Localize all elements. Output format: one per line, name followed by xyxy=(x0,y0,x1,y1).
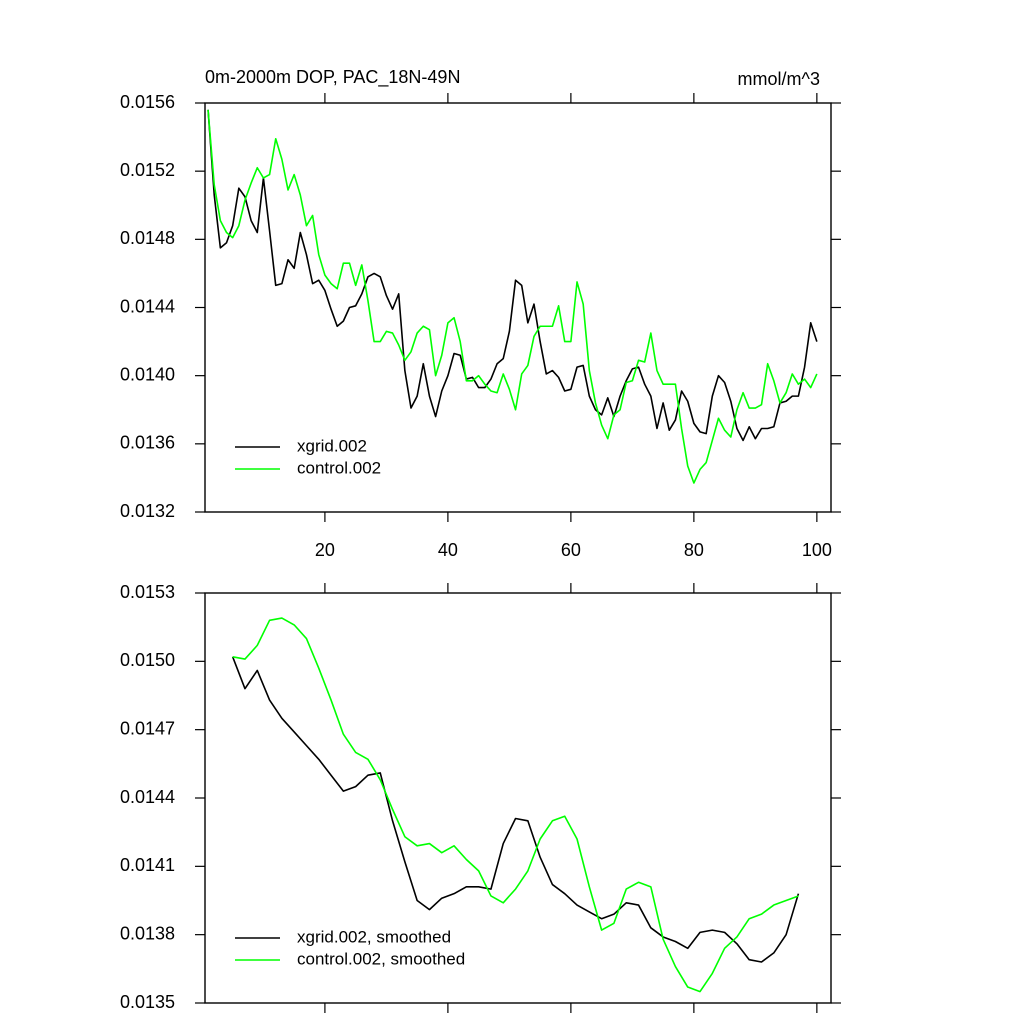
units-label: mmol/m^3 xyxy=(738,69,820,89)
x-tick-label: 80 xyxy=(684,540,704,560)
chart-title: 0m-2000m DOP, PAC_18N-49N xyxy=(205,67,460,88)
y-tick-label: 0.0153 xyxy=(120,582,175,602)
legend-label: xgrid.002 xyxy=(297,436,367,455)
y-tick-label: 0.0148 xyxy=(120,228,175,248)
y-tick-label: 0.0150 xyxy=(120,650,175,670)
x-tick-label: 100 xyxy=(802,540,832,560)
legend-label: control.002 xyxy=(297,458,381,477)
y-tick-label: 0.0132 xyxy=(120,501,175,521)
y-tick-label: 0.0147 xyxy=(120,718,175,738)
y-tick-label: 0.0141 xyxy=(120,855,175,875)
y-tick-label: 0.0156 xyxy=(120,92,175,112)
y-tick-label: 0.0138 xyxy=(120,923,175,943)
series-line xyxy=(207,109,818,442)
y-tick-label: 0.0140 xyxy=(120,364,175,384)
x-tick-label: 40 xyxy=(438,540,458,560)
x-tick-label: 60 xyxy=(561,540,581,560)
series-line xyxy=(232,617,799,993)
y-tick-label: 0.0152 xyxy=(120,160,175,180)
x-tick-label: 20 xyxy=(315,540,335,560)
y-tick-label: 0.0144 xyxy=(120,296,175,316)
y-tick-label: 0.0135 xyxy=(120,992,175,1012)
series-line xyxy=(207,109,818,484)
legend-label: control.002, smoothed xyxy=(297,949,465,968)
y-tick-label: 0.0144 xyxy=(120,787,175,807)
series-line xyxy=(231,656,800,963)
legend-label: xgrid.002, smoothed xyxy=(297,927,451,946)
y-tick-label: 0.0136 xyxy=(120,433,175,453)
